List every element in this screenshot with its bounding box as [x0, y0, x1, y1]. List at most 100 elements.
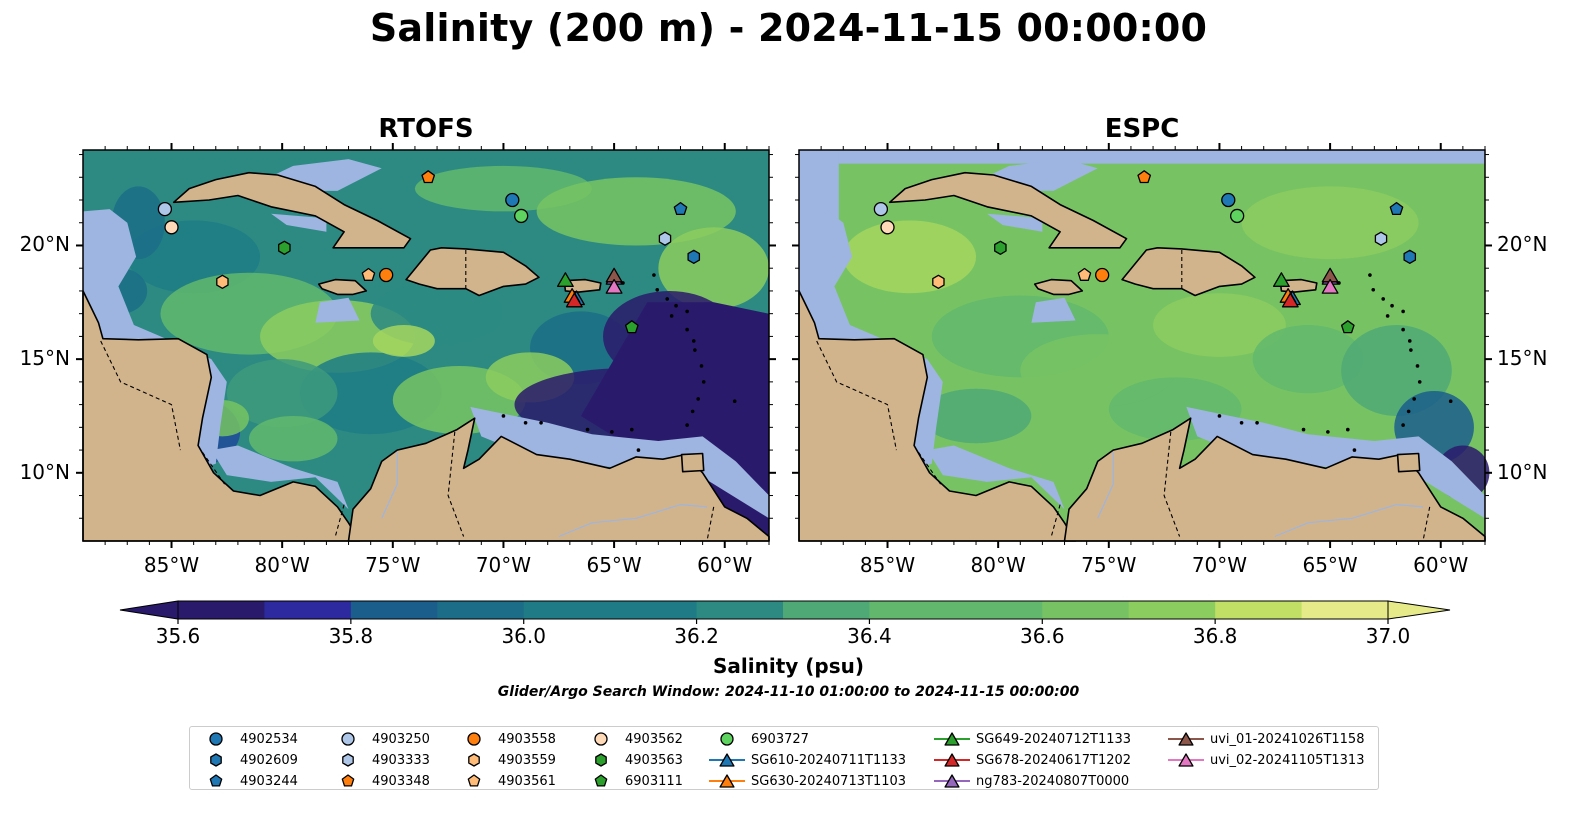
small-island [610, 430, 614, 434]
panel-title-rtofs: RTOFS [378, 114, 474, 144]
salinity-field-patch [658, 227, 769, 310]
lon-tick-label: 70°W [1191, 553, 1248, 577]
salinity-field-patch [1241, 186, 1419, 260]
observation-marker-4903561 [1077, 267, 1092, 281]
small-island [1401, 327, 1405, 332]
small-island [585, 427, 590, 432]
colorbar-tick-label: 36.8 [1193, 624, 1238, 648]
national-border [334, 504, 345, 537]
legend-item: 4903561 [454, 771, 556, 791]
small-island [685, 327, 689, 332]
observation-marker-4903348 [1137, 170, 1152, 184]
legend-item: 6903727 [707, 729, 809, 749]
legend-item: 4903348 [328, 771, 430, 791]
legend-marker-icon [210, 753, 222, 767]
colorbar-segment [955, 601, 1043, 619]
land-jamaica [1033, 278, 1084, 296]
land-puerto-rico [1279, 278, 1318, 293]
observation-marker-4903558 [379, 267, 394, 283]
legend-item: SG630-20240713T1103 [707, 771, 906, 791]
salinity-field-patch [843, 220, 977, 294]
land-central-america [82, 290, 361, 542]
national-border [447, 431, 465, 537]
small-island [1407, 339, 1412, 343]
small-island [1371, 288, 1376, 292]
legend-marker-icon [720, 732, 734, 746]
small-island [674, 303, 678, 308]
shallow-shelf [927, 445, 1065, 510]
small-island [1385, 314, 1390, 318]
observation-marker-uvi_02-20241105T1313 [605, 278, 623, 294]
small-island [669, 314, 674, 318]
colorbar-segment [1042, 601, 1130, 619]
salinity-field-patch [372, 325, 435, 357]
legend: 4902534 4902609 4903244 4903250 4903333 49033… [189, 726, 1379, 790]
land-jamaica [317, 278, 368, 296]
colorbar-segment [1301, 601, 1389, 619]
legend-label: 4903559 [498, 752, 556, 768]
legend-marker-icon [467, 732, 481, 746]
colorbar-segment [178, 601, 265, 619]
shallow-shelf [211, 445, 349, 510]
legend-item: 4903333 [328, 750, 430, 770]
colorbar-frame [177, 600, 1389, 620]
lat-tick-label-left: 20°N [19, 232, 70, 257]
legend-marker-icon [934, 774, 970, 788]
observation-marker-4903333 [658, 231, 672, 246]
legend-item: 4903244 [196, 771, 298, 791]
legend-marker-icon [934, 732, 970, 746]
small-island [691, 339, 696, 343]
salinity-field-patch [1252, 325, 1364, 394]
small-island [1406, 409, 1411, 414]
legend-item: ng783-20240807T0000 [932, 771, 1129, 791]
lon-tick-label: 85°W [859, 553, 916, 577]
observation-marker-4903559 [932, 274, 945, 289]
small-island [732, 399, 737, 403]
legend-label: 4903244 [240, 773, 298, 789]
salinity-field-patch [248, 415, 338, 462]
legend-marker-icon [709, 753, 745, 767]
small-island [1381, 297, 1386, 301]
legend-label: SG678-20240617T1202 [976, 752, 1132, 768]
colorbar-segment [869, 601, 957, 619]
observation-marker-4903348 [421, 170, 436, 184]
legend-label: SG630-20240713T1103 [751, 773, 907, 789]
legend-item: SG678-20240617T1202 [932, 750, 1131, 770]
legend-item: uvi_02-20241105T1313 [1166, 750, 1364, 770]
legend-marker-icon [209, 774, 223, 787]
colorbar-segment [610, 601, 698, 619]
small-island [1239, 420, 1244, 425]
lat-tick-label-right: 15°N [1497, 346, 1548, 371]
legend-label: uvi_01-20241026T1158 [1210, 731, 1365, 747]
shallow-shelf [1186, 406, 1485, 519]
colorbar-segment [1215, 601, 1303, 619]
observation-marker-4903562 [164, 220, 179, 235]
legend-marker-icon [1168, 753, 1204, 767]
land-puerto-rico [563, 278, 602, 293]
lon-tick-label: 65°W [1302, 553, 1358, 577]
lon-tick-label: 85°W [143, 553, 200, 577]
national-border [706, 506, 715, 542]
small-island [1326, 430, 1330, 434]
legend-item: 4903559 [454, 750, 556, 770]
observation-marker-4902534 [505, 192, 520, 208]
observation-marker-6903727 [514, 208, 529, 224]
observation-marker-6903111 [624, 320, 639, 334]
observation-marker-4903561 [361, 267, 376, 281]
observation-marker-4903563 [994, 240, 1007, 255]
legend-label: 4903562 [625, 731, 683, 747]
small-island [523, 420, 528, 425]
small-island [699, 364, 704, 368]
search-window-note: Glider/Argo Search Window: 2024-11-10 01… [497, 684, 1080, 700]
colorbar-segment [1128, 601, 1216, 619]
legend-label: 6903111 [625, 773, 683, 789]
small-island [693, 348, 697, 352]
small-island [1448, 399, 1453, 403]
lon-tick-label: 65°W [586, 553, 642, 577]
small-island [1346, 427, 1350, 432]
observation-marker-4902609 [1403, 249, 1417, 264]
small-island [1401, 423, 1405, 427]
colorbar-label: Salinity (psu) [712, 654, 864, 678]
small-island [685, 309, 689, 314]
small-island [665, 297, 670, 301]
